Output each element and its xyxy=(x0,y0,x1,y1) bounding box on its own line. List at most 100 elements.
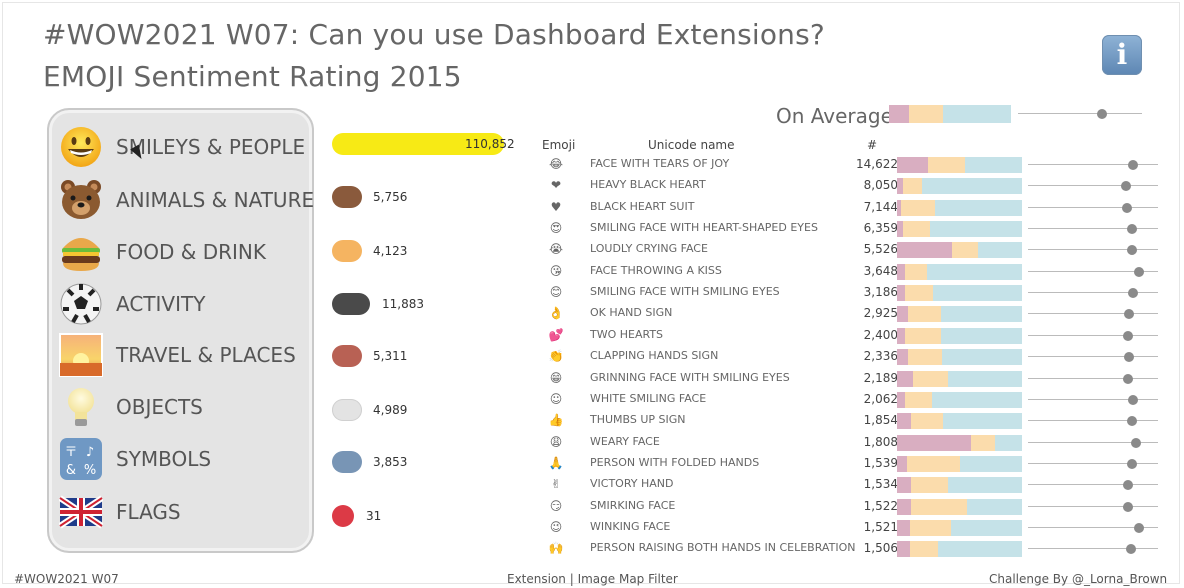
emoji-glyph: 😂 xyxy=(548,157,564,171)
svg-text:♪: ♪ xyxy=(86,445,94,460)
info-icon[interactable]: i xyxy=(1102,35,1142,75)
emoji-glyph: 😍 xyxy=(549,221,563,236)
category-food-drink[interactable]: FOOD & DRINK xyxy=(59,230,309,276)
emoji-count: 1,522 xyxy=(863,498,898,513)
unicode-name: LOUDLY CRYING FACE xyxy=(590,242,708,256)
sentiment-bar xyxy=(897,434,1022,451)
average-sentiment-bar xyxy=(889,105,1011,123)
sentiment-bar xyxy=(897,306,1022,323)
emoji-count: 2,925 xyxy=(863,306,898,321)
table-row[interactable]: ♥ BLACK HEART SUIT 7,144 xyxy=(540,197,1170,218)
count-label: 11,883 xyxy=(382,297,424,311)
sentiment-bar xyxy=(897,541,1022,558)
category-label: SYMBOLS xyxy=(116,447,212,471)
emoji-count: 6,359 xyxy=(863,221,898,236)
sentiment-bar xyxy=(897,199,1022,216)
unicode-name: WINKING FACE xyxy=(590,519,671,533)
hamburger-icon xyxy=(62,238,100,271)
table-row[interactable]: 😍 SMILING FACE WITH HEART-SHAPED EYES 6,35… xyxy=(540,218,1170,239)
category-smileys-people[interactable]: SMILEYS & PEOPLE xyxy=(59,125,309,171)
sentiment-bar xyxy=(897,477,1022,494)
sentiment-track xyxy=(1028,356,1158,358)
negative-segment xyxy=(897,157,929,173)
unicode-name: FACE THROWING A KISS xyxy=(590,263,722,277)
category-travel-places[interactable]: TRAVEL & PLACES xyxy=(59,333,309,379)
positive-segment xyxy=(932,391,1022,408)
emoji-count: 1,539 xyxy=(863,455,898,470)
negative-segment xyxy=(897,349,909,366)
positive-segment xyxy=(994,434,1022,451)
emoji-count: 3,648 xyxy=(863,263,898,278)
sentiment-score-dot xyxy=(1123,501,1134,512)
table-row[interactable]: 👍 THUMBS UP SIGN 1,854 xyxy=(540,410,1170,431)
positive-segment xyxy=(927,263,1022,280)
count-pill xyxy=(332,451,362,473)
category-objects[interactable]: OBJECTS xyxy=(59,385,309,431)
category-animals-nature[interactable]: ANIMALS & NATURE xyxy=(59,178,314,224)
neutral-segment xyxy=(970,434,995,451)
sentiment-track xyxy=(1028,164,1158,165)
emoji-glyph: 🙌 xyxy=(548,541,564,556)
unicode-name: GRINNING FACE WITH SMILING EYES xyxy=(590,370,790,384)
table-row[interactable]: ☺ WHITE SMILING FACE 2,062 xyxy=(540,389,1170,410)
neutral-segment xyxy=(904,327,941,344)
category-label: TRAVEL & PLACES xyxy=(116,343,296,367)
negative-segment xyxy=(897,263,905,280)
table-row[interactable]: 😂 FACE WITH TEARS OF JOY 14,622 xyxy=(540,154,1170,175)
positive-segment xyxy=(959,455,1022,472)
table-row[interactable]: ❤ HEAVY BLACK HEART 8,050 xyxy=(540,175,1170,196)
emoji-glyph: ☺ xyxy=(549,391,563,406)
positive-segment xyxy=(948,370,1022,387)
neutral-segment xyxy=(908,306,941,323)
count-pill xyxy=(332,293,370,315)
emoji-count: 2,062 xyxy=(863,391,898,406)
table-row[interactable]: 💕 TWO HEARTS 2,400 xyxy=(540,325,1170,346)
neutral-segment xyxy=(928,157,965,173)
sentiment-bar xyxy=(897,263,1022,280)
neutral-segment xyxy=(908,349,942,366)
table-row[interactable]: 😭 LOUDLY CRYING FACE 5,526 xyxy=(540,239,1170,260)
table-row[interactable]: 😩 WEARY FACE 1,808 xyxy=(540,432,1170,453)
table-row[interactable]: 😁 GRINNING FACE WITH SMILING EYES 2,189 xyxy=(540,368,1170,389)
negative-segment xyxy=(897,434,971,451)
sentiment-score-dot xyxy=(1127,416,1137,427)
sentiment-score-dot xyxy=(1120,181,1131,192)
table-row[interactable]: 😏 SMIRKING FACE 1,522 xyxy=(540,496,1170,517)
sentiment-score-dot xyxy=(1128,288,1139,299)
table-row[interactable]: ✌ VICTORY HAND 1,534 xyxy=(540,474,1170,495)
unicode-name: FACE WITH TEARS OF JOY xyxy=(590,157,730,170)
sentiment-score-dot xyxy=(1123,373,1134,384)
positive-segment xyxy=(940,327,1022,344)
neutral-segment xyxy=(910,413,944,430)
table-row[interactable]: 👏 CLAPPING HANDS SIGN 2,336 xyxy=(540,346,1170,367)
neutral-segment xyxy=(904,391,932,408)
table-row[interactable]: 👌 OK HAND SIGN 2,925 xyxy=(540,303,1170,324)
sentiment-bar xyxy=(897,349,1022,366)
table-row[interactable]: 😊 SMILING FACE WITH SMILING EYES 3,186 xyxy=(540,282,1170,303)
sentiment-score-dot xyxy=(1128,394,1139,405)
average-sentiment-track xyxy=(1018,113,1142,114)
sentiment-bar xyxy=(897,519,1022,536)
positive-segment xyxy=(943,413,1022,430)
emoji-count: 2,400 xyxy=(863,327,898,342)
category-flags[interactable]: FLAGS xyxy=(59,490,309,536)
unicode-name: THUMBS UP SIGN xyxy=(590,413,686,427)
sentiment-track xyxy=(1028,249,1158,251)
category-symbols[interactable]: 〒 ♪ & % SYMBOLS xyxy=(59,437,309,483)
negative-segment xyxy=(897,541,910,558)
category-label: FOOD & DRINK xyxy=(116,240,266,264)
table-row[interactable]: 😉 WINKING FACE 1,521 xyxy=(540,517,1170,538)
unicode-name: CLAPPING HANDS SIGN xyxy=(590,349,719,363)
category-activity[interactable]: ACTIVITY xyxy=(59,282,309,328)
count-pill xyxy=(332,399,362,421)
emoji-count: 2,336 xyxy=(863,349,898,364)
sentiment-bar xyxy=(897,285,1022,302)
table-row[interactable]: 😘 FACE THROWING A KISS 3,648 xyxy=(540,261,1170,282)
col-header-unicode-name: Unicode name xyxy=(648,138,735,152)
count-pill xyxy=(332,133,504,155)
table-row[interactable]: 🙌 PERSON RAISING BOTH HANDS IN CELEBRATIO… xyxy=(540,538,1170,559)
emoji-count: 3,186 xyxy=(863,285,898,300)
sentiment-bar xyxy=(897,370,1022,387)
negative-segment xyxy=(897,285,905,302)
table-row[interactable]: 🙏 PERSON WITH FOLDED HANDS 1,539 xyxy=(540,453,1170,474)
